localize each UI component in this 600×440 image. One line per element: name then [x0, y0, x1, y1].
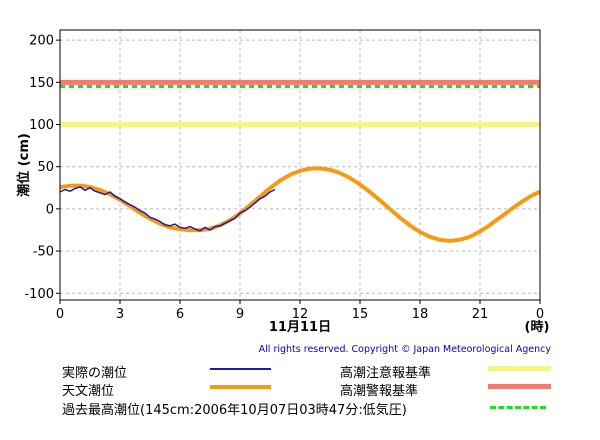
x-tick-label: 0	[56, 307, 64, 322]
y-tick-label: 100	[29, 118, 54, 133]
legend-label-warning: 高潮警報基準	[340, 384, 419, 399]
x-tick-label: 3	[116, 307, 124, 322]
legend-label-advisory: 高潮注意報基準	[340, 366, 432, 381]
x-tick-label: 9	[236, 307, 244, 322]
y-tick-label: -100	[24, 287, 54, 302]
y-tick-label: 150	[29, 76, 54, 91]
x-tick-label: 0	[536, 307, 544, 322]
x-tick-label: 18	[412, 307, 429, 322]
legend-swatch-astro	[210, 385, 271, 389]
y-tick-label: -50	[33, 245, 54, 260]
x-tick-label: 15	[352, 307, 369, 322]
y-ticks: 200 150 100 50 0 -50 -100	[24, 34, 60, 302]
x-tick-label: 6	[176, 307, 184, 322]
date-label: 11月11日	[269, 320, 331, 335]
x-tick-label: 12	[292, 307, 309, 322]
legend-swatch-warning	[488, 384, 551, 389]
y-tick-label: 50	[37, 160, 54, 175]
x-tick-label: 21	[472, 307, 489, 322]
y-tick-label: 200	[29, 34, 54, 49]
copyright-text: All rights reserved. Copyright © Japan M…	[259, 344, 552, 355]
series-layer	[59, 166, 541, 243]
legend-label-astro: 天文潮位	[62, 384, 115, 399]
legend-swatch-advisory	[488, 366, 551, 371]
series-line-actual	[59, 186, 276, 232]
legend-label-record: 過去最高潮位(145cm:2006年10月07日03時47分:低気圧)	[62, 403, 407, 418]
x-ticks: 0 3 6 9 12 15 18 21 0	[56, 300, 544, 322]
series-line-astronomical	[59, 166, 541, 243]
y-tick-label: 0	[46, 202, 54, 217]
tide-chart: 200 150 100 50 0 -50 -100 0 3 6 9 12 15 18 21 0 潮位 (cm…	[16, 29, 552, 355]
legend-swatch-actual	[210, 368, 271, 370]
y-axis-label: 潮位 (cm)	[16, 133, 32, 197]
legend-label-actual: 実際の潮位	[62, 366, 128, 381]
reference-lines	[60, 79, 540, 127]
x-unit-label: (時)	[525, 319, 550, 335]
legend-swatch-record	[490, 406, 546, 409]
